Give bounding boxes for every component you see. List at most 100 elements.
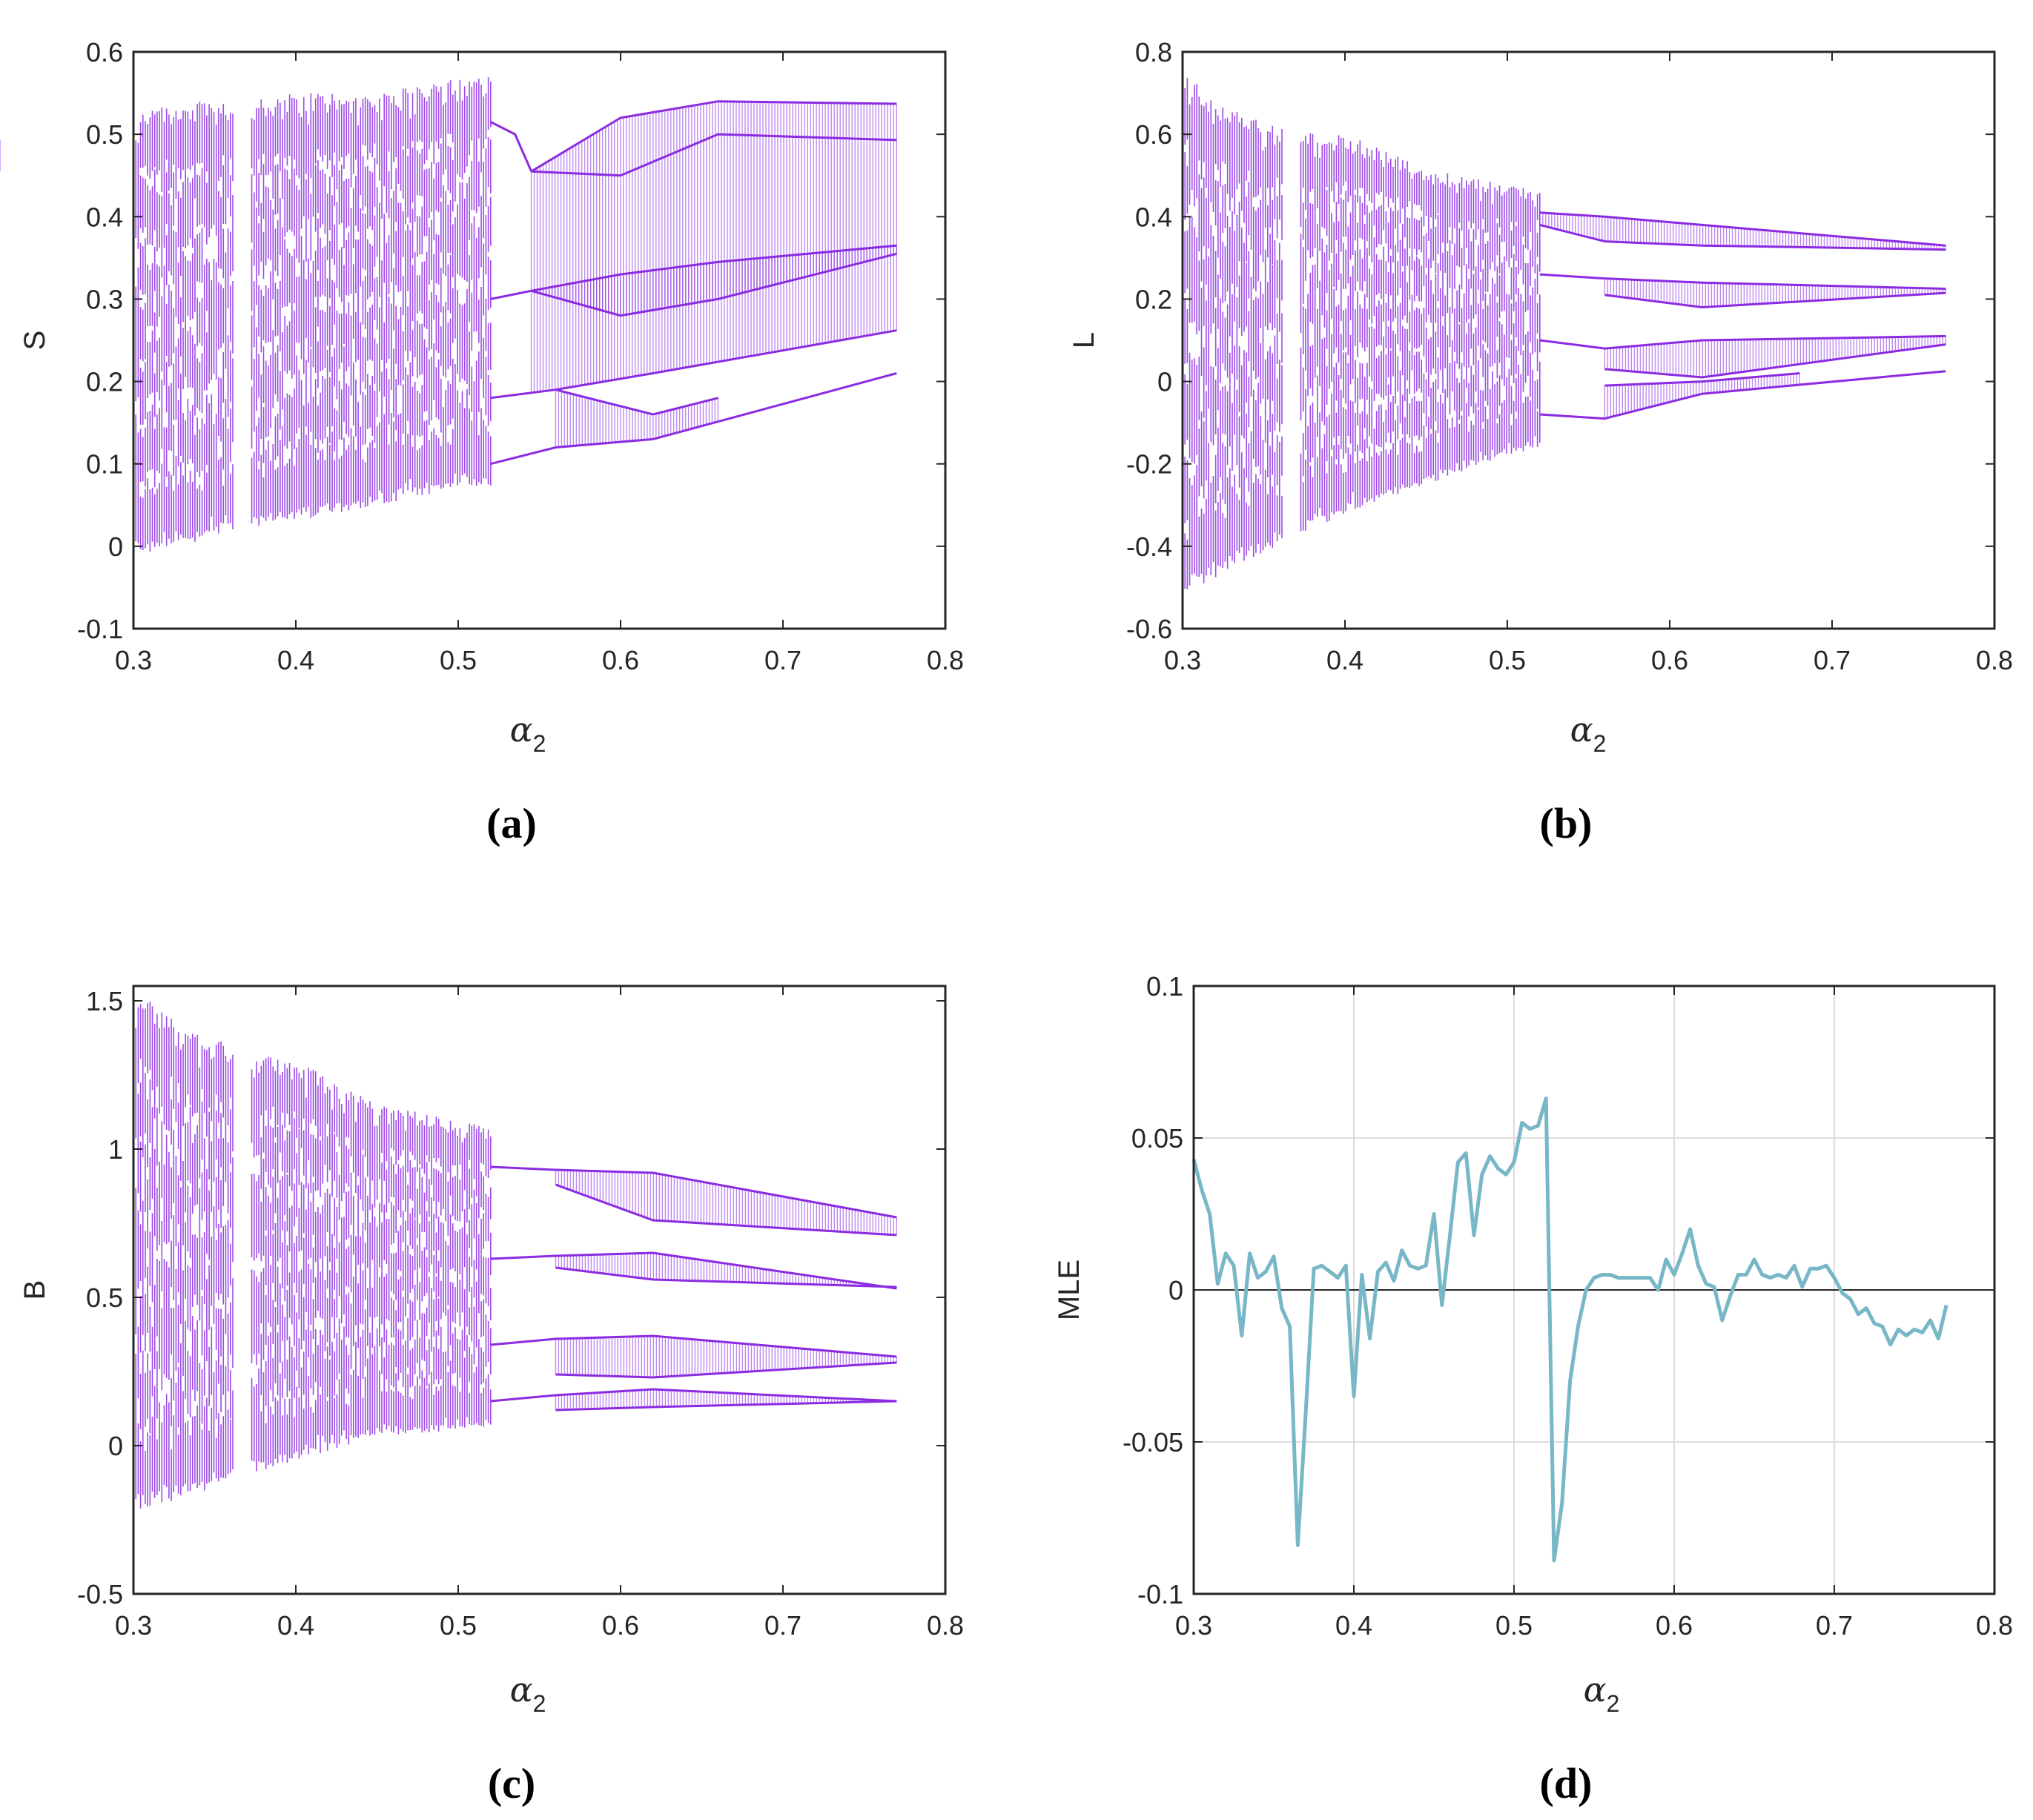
mle-series-line — [1191, 1096, 1948, 1563]
periodic-branch — [490, 372, 897, 466]
x-tick-label: 0.8 — [1976, 645, 2013, 675]
y-tick-label: -0.5 — [77, 1579, 123, 1609]
panel-b-xlabel-subscript: 2 — [1593, 730, 1607, 757]
x-tick-label: 0.3 — [115, 1610, 152, 1641]
y-tick-label: 0.6 — [86, 37, 123, 67]
panel-c-caption: (c) — [488, 1759, 535, 1807]
y-tick-label: -0.6 — [1126, 614, 1172, 644]
panel-a-xlabel: α2 — [510, 709, 546, 757]
y-tick-label: 1.5 — [86, 986, 123, 1016]
y-tick-label: 0.4 — [86, 202, 123, 232]
panel-b-caption: (b) — [1540, 799, 1593, 847]
periodic-branch — [1539, 370, 1946, 420]
x-tick-label: 0.4 — [277, 645, 314, 675]
panel-a: 0.3 0.4 0.5 0.6 0.7 0.8 -0.1 0 0.1 0.2 0.3 0.4 0.5 0.… — [0, 37, 964, 847]
panel-d-xlabel-subscript: 2 — [1607, 1690, 1620, 1717]
y-tick-label: -0.4 — [1126, 532, 1172, 562]
panel-a-xlabel-subscript: 2 — [533, 730, 546, 757]
y-tick-label: 0 — [1168, 1275, 1183, 1306]
y-tick-label: 0 — [108, 1431, 123, 1461]
periodic-branch — [1539, 211, 1946, 247]
y-tick-label: -0.2 — [1126, 449, 1172, 480]
panel-b-plot-area — [1182, 72, 1947, 597]
x-tick-label: 0.7 — [764, 1610, 801, 1641]
periodic-branch — [490, 1334, 897, 1358]
y-tick-label: 0.1 — [1146, 971, 1183, 1002]
periodic-branch — [555, 388, 718, 416]
panel-b-xlabel-symbol: α — [1570, 709, 1593, 749]
x-tick-label: 0.3 — [115, 645, 152, 675]
y-tick-label: -0.1 — [1137, 1579, 1183, 1609]
panel-b-axes-box — [1181, 50, 1996, 630]
panel-d-xlabel-symbol: α — [1584, 1670, 1607, 1710]
x-tick-label: 0.6 — [1651, 645, 1688, 675]
y-tick-label: 0.5 — [86, 119, 123, 150]
periodic-branch — [490, 1388, 897, 1403]
panel-b-ticks: 0.3 0.4 0.5 0.6 0.7 0.8 -0.6 -0.4 -0.2 0 0.2 0.4 0.6… — [1126, 37, 2013, 675]
x-tick-label: 0.8 — [927, 645, 964, 675]
y-tick-label: 0.2 — [1135, 284, 1172, 314]
x-tick-label: 0.7 — [1816, 1610, 1853, 1641]
panel-c: 0.3 0.4 0.5 0.6 0.7 0.8 -0.5 0 0.5 1 1.5 B α2 (c) — [19, 985, 964, 1807]
panel-a-plot-area — [0, 77, 898, 552]
panel-b-ylabel: L — [1068, 332, 1100, 348]
x-tick-label: 0.6 — [1656, 1610, 1693, 1641]
x-tick-label: 0.4 — [1326, 645, 1363, 675]
panel-c-axes-box — [132, 985, 947, 1595]
x-tick-label: 0.8 — [927, 1610, 964, 1641]
panel-a-xlabel-symbol: α — [510, 709, 533, 749]
panel-c-xlabel-symbol: α — [510, 1670, 533, 1710]
x-tick-label: 0.5 — [1489, 645, 1526, 675]
panel-d-caption: (d) — [1540, 1759, 1593, 1807]
y-tick-label: -0.05 — [1123, 1427, 1183, 1457]
y-tick-label: 0.4 — [1135, 202, 1172, 232]
x-tick-label: 0.4 — [277, 1610, 314, 1641]
periodic-branch — [490, 1165, 897, 1219]
panel-c-ticks: 0.3 0.4 0.5 0.6 0.7 0.8 -0.5 0 0.5 1 1.5 — [77, 986, 964, 1641]
periodic-branch — [490, 1251, 897, 1290]
panel-c-xlabel: α2 — [510, 1670, 546, 1717]
panel-a-ticks: 0.3 0.4 0.5 0.6 0.7 0.8 -0.1 0 0.1 0.2 0.3 0.4 0.5 0.… — [77, 37, 964, 675]
y-tick-label: 0.3 — [86, 284, 123, 314]
y-tick-label: 0.6 — [1135, 119, 1172, 150]
panel-c-ylabel: B — [19, 1280, 51, 1300]
x-tick-label: 0.7 — [1814, 645, 1851, 675]
panel-d-plot-area — [1191, 1096, 1994, 1563]
x-tick-label: 0.4 — [1335, 1610, 1372, 1641]
periodic-branch — [1539, 273, 1946, 290]
periodic-branch — [490, 121, 532, 172]
y-tick-label: 0.2 — [86, 367, 123, 397]
y-tick-label: -0.1 — [77, 614, 123, 644]
x-tick-label: 0.6 — [602, 645, 639, 675]
periodic-branch — [1604, 343, 1946, 379]
panel-a-ylabel: S — [19, 331, 51, 351]
panel-b-xlabel: α2 — [1570, 709, 1607, 757]
panel-d-ticks: 0.3 0.4 0.5 0.6 0.7 0.8 -0.1 -0.05 0 0.05 0.1 — [1123, 971, 2013, 1641]
periodic-branch — [531, 133, 897, 177]
x-tick-label: 0.3 — [1164, 645, 1201, 675]
panel-c-plot-area — [133, 993, 898, 1509]
y-tick-label: 0.8 — [1135, 37, 1172, 67]
panel-b: 0.3 0.4 0.5 0.6 0.7 0.8 -0.6 -0.4 -0.2 0 0.2 0.4 0.6… — [1068, 37, 2013, 847]
panel-a-axes-box — [132, 50, 947, 630]
periodic-branch — [555, 1400, 897, 1412]
panel-c-xlabel-subscript: 2 — [533, 1690, 546, 1717]
periodic-branch — [530, 100, 897, 173]
y-tick-label: 1 — [108, 1134, 123, 1165]
x-tick-label: 0.8 — [1976, 1610, 2013, 1641]
x-tick-label: 0.5 — [1495, 1610, 1533, 1641]
x-tick-label: 0.5 — [440, 645, 477, 675]
y-tick-label: 0.1 — [86, 449, 123, 480]
periodic-branch — [1604, 291, 1946, 309]
panel-a-caption: (a) — [486, 799, 537, 847]
periodic-branch — [555, 1266, 897, 1288]
y-tick-label: 0 — [108, 532, 123, 562]
x-tick-label: 0.6 — [602, 1610, 639, 1641]
y-tick-label: 0 — [1157, 367, 1172, 397]
x-tick-label: 0.5 — [440, 1610, 477, 1641]
panel-d-xlabel: α2 — [1584, 1670, 1620, 1717]
panel-d-ylabel: MLE — [1053, 1260, 1085, 1320]
periodic-branch — [555, 1361, 897, 1379]
